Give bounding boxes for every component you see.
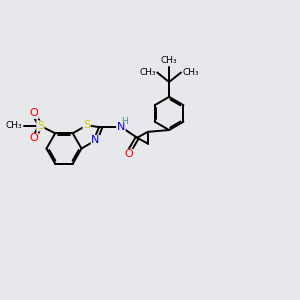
Text: CH₃: CH₃ [140,68,156,77]
Text: N: N [91,136,100,146]
Text: S: S [83,120,90,130]
Text: O: O [29,108,38,118]
Text: CH₃: CH₃ [182,68,199,77]
Text: CH₃: CH₃ [6,122,22,130]
Text: H: H [121,118,128,127]
Text: S: S [37,121,44,131]
Text: O: O [124,149,133,159]
Text: N: N [117,122,125,132]
Text: O: O [29,134,38,143]
Text: CH₃: CH₃ [161,56,177,65]
